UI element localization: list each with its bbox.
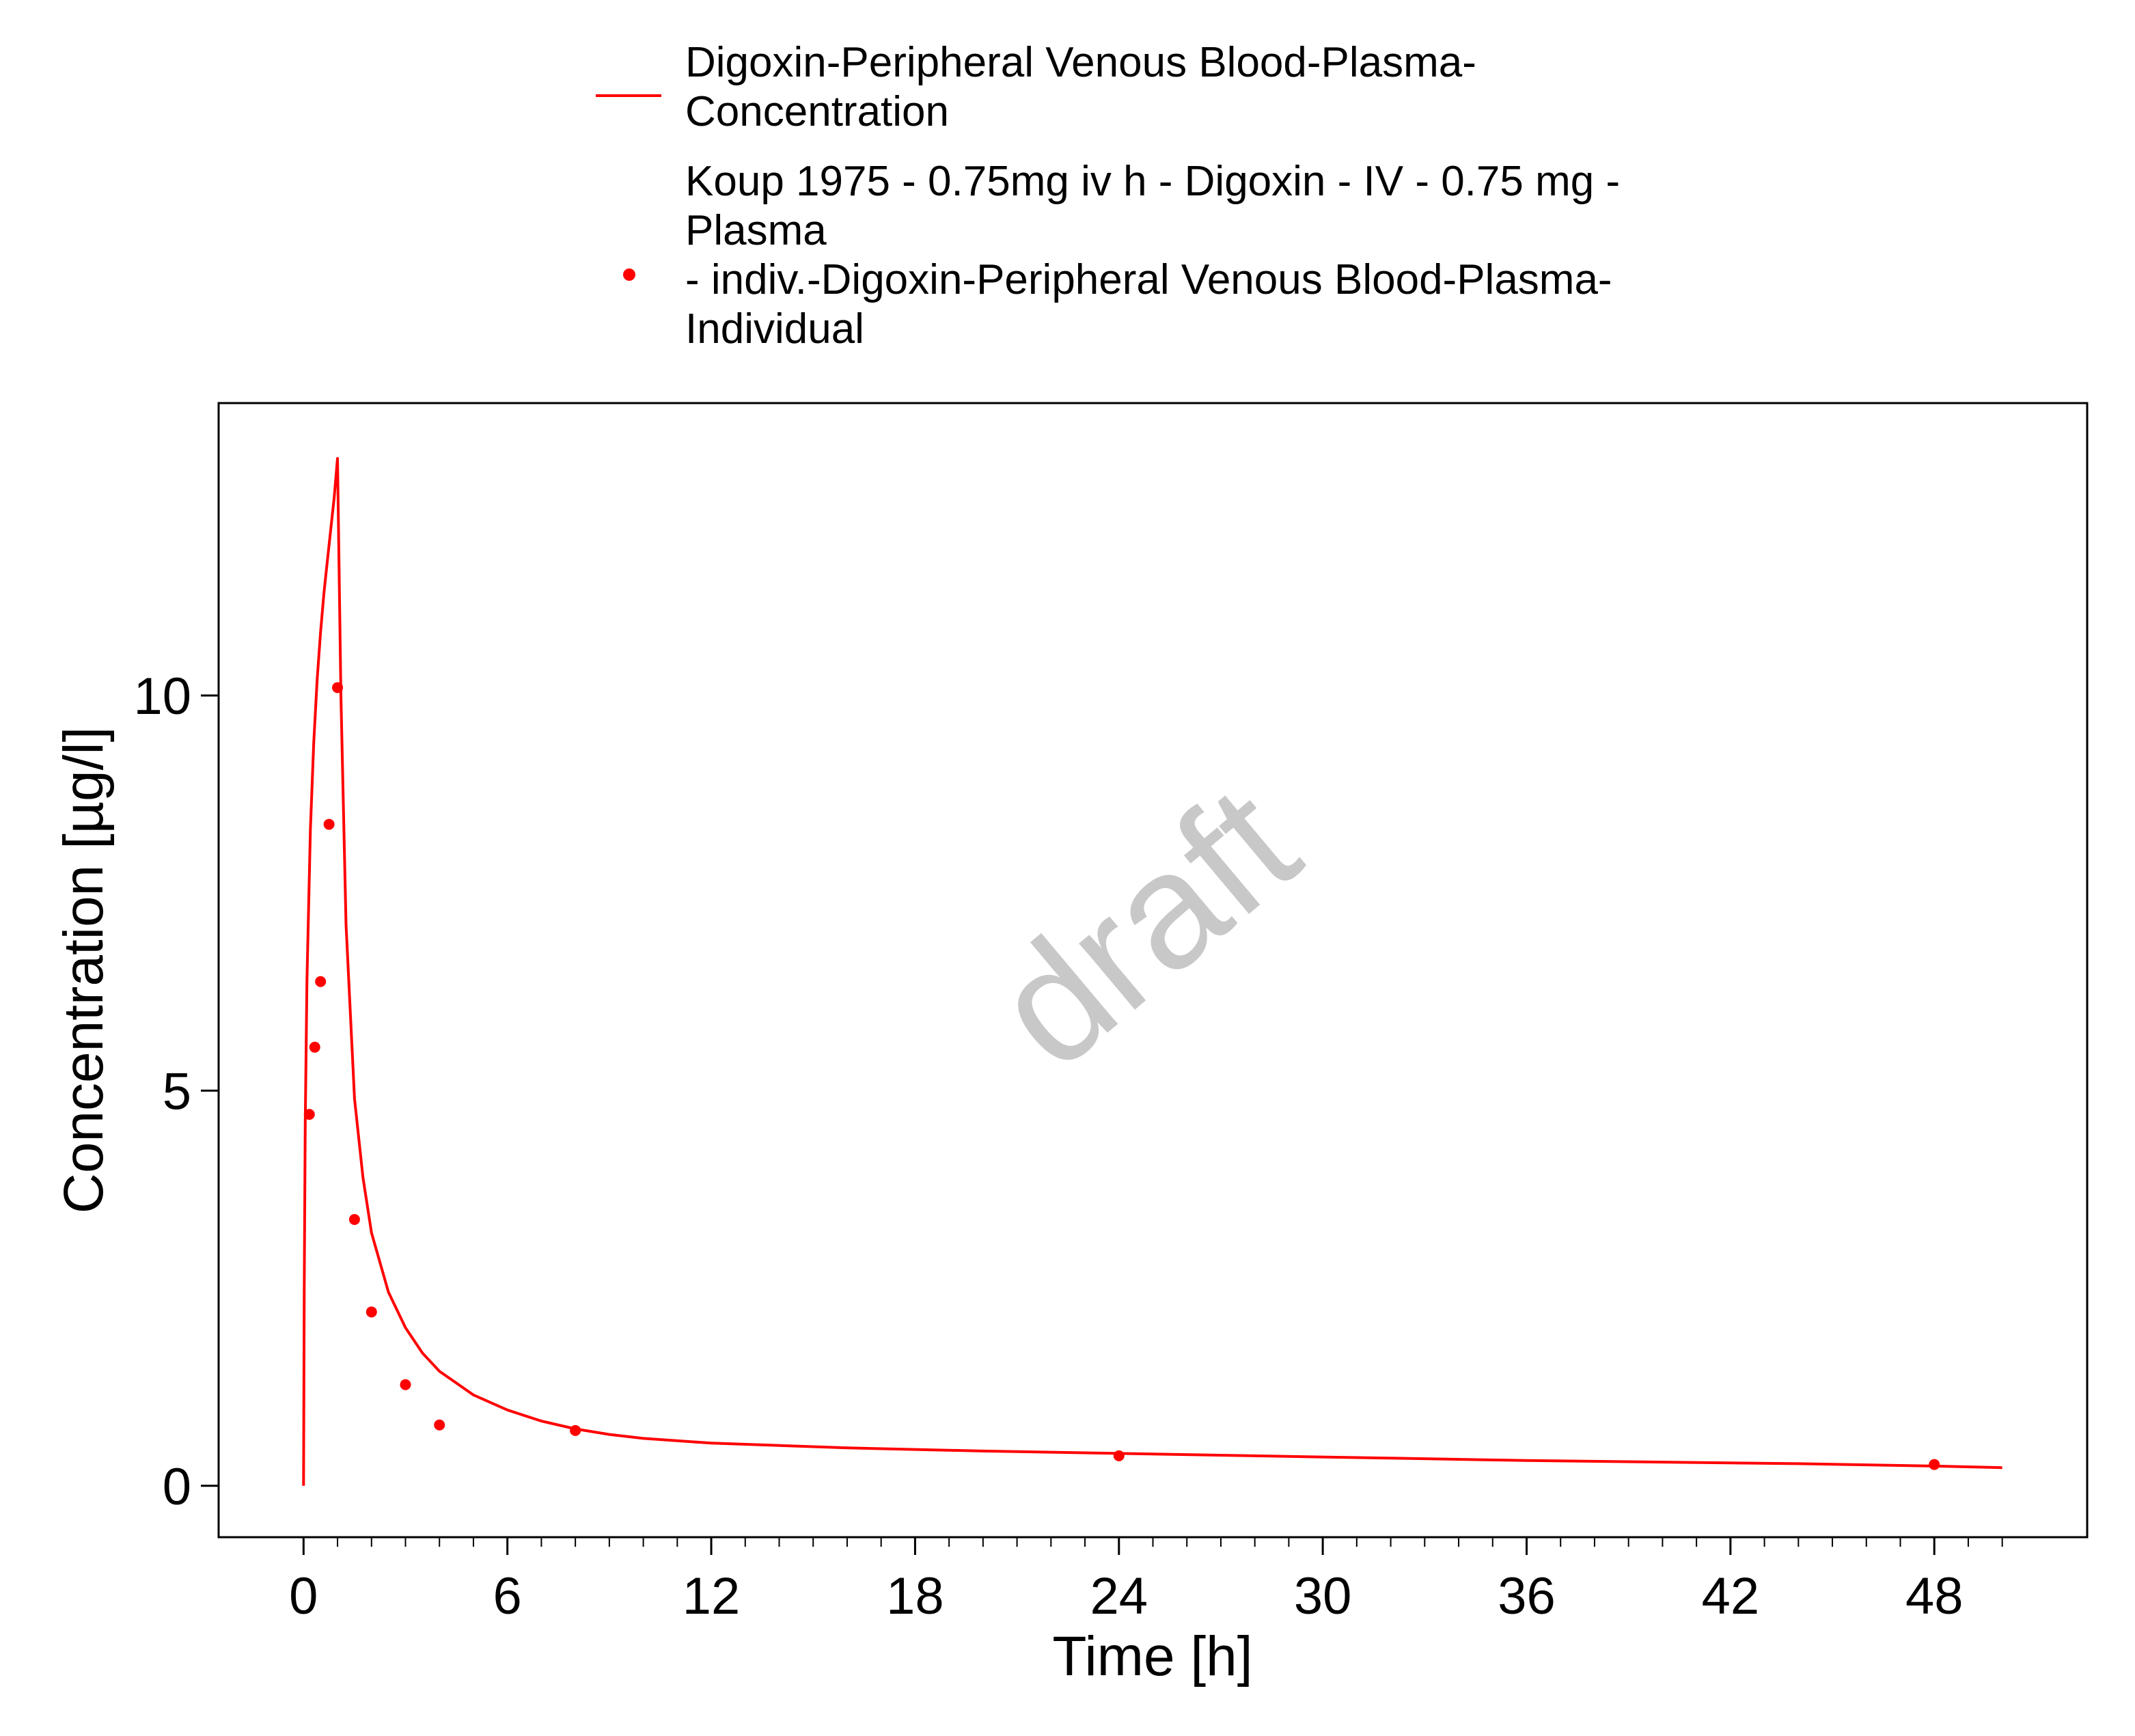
observed-data-point [315, 976, 327, 987]
observed-data-point [303, 1109, 315, 1120]
observed-data-point [434, 1419, 445, 1431]
x-axis-title: Time [h] [1052, 1625, 1252, 1687]
legend-entry-text: Individual [685, 305, 864, 353]
observed-data-point [1113, 1450, 1125, 1461]
x-tick-label: 36 [1498, 1567, 1556, 1625]
x-tick-label: 6 [493, 1567, 522, 1625]
y-tick-label: 5 [163, 1062, 191, 1120]
x-tick-label: 24 [1090, 1567, 1148, 1625]
observed-data-point [332, 682, 344, 693]
x-tick-label: 12 [683, 1567, 741, 1625]
observed-data-point [309, 1041, 320, 1053]
x-axis: 0 6 12 18 24 30 36 42 48 [289, 1537, 2003, 1625]
legend-entry-text: - indiv.-Digoxin-Peripheral Venous Blood… [685, 256, 1612, 303]
y-axis: 0 5 10 [133, 667, 219, 1516]
x-tick-label: 30 [1294, 1567, 1352, 1625]
observed-data-point [323, 818, 335, 830]
legend-entry-text: Digoxin-Peripheral Venous Blood-Plasma- [685, 39, 1476, 86]
observed-data-point [348, 1213, 360, 1225]
observed-data-point [366, 1306, 377, 1318]
observed-data-point [400, 1379, 411, 1390]
observed-data-point [1929, 1459, 1940, 1470]
plot-area [302, 457, 2002, 1486]
legend-point-marker [623, 268, 635, 281]
x-tick-label: 0 [289, 1567, 318, 1625]
simulated-concentration-line [302, 457, 2002, 1486]
x-tick-label: 48 [1905, 1567, 1964, 1625]
legend-entry-text: Plasma [685, 207, 827, 254]
observed-data-point [570, 1424, 581, 1436]
y-axis-title: Concentration [µg/l] [53, 727, 115, 1214]
x-tick-label: 42 [1702, 1567, 1760, 1625]
legend-entry-text: Koup 1975 - 0.75mg iv h - Digoxin - IV -… [685, 158, 1620, 205]
y-tick-label: 10 [133, 667, 191, 726]
x-tick-label: 18 [886, 1567, 944, 1625]
y-tick-label: 0 [163, 1458, 191, 1516]
legend-entry-text: Concentration [685, 88, 949, 135]
legend: Digoxin-Peripheral Venous Blood-Plasma-C… [596, 39, 1620, 353]
